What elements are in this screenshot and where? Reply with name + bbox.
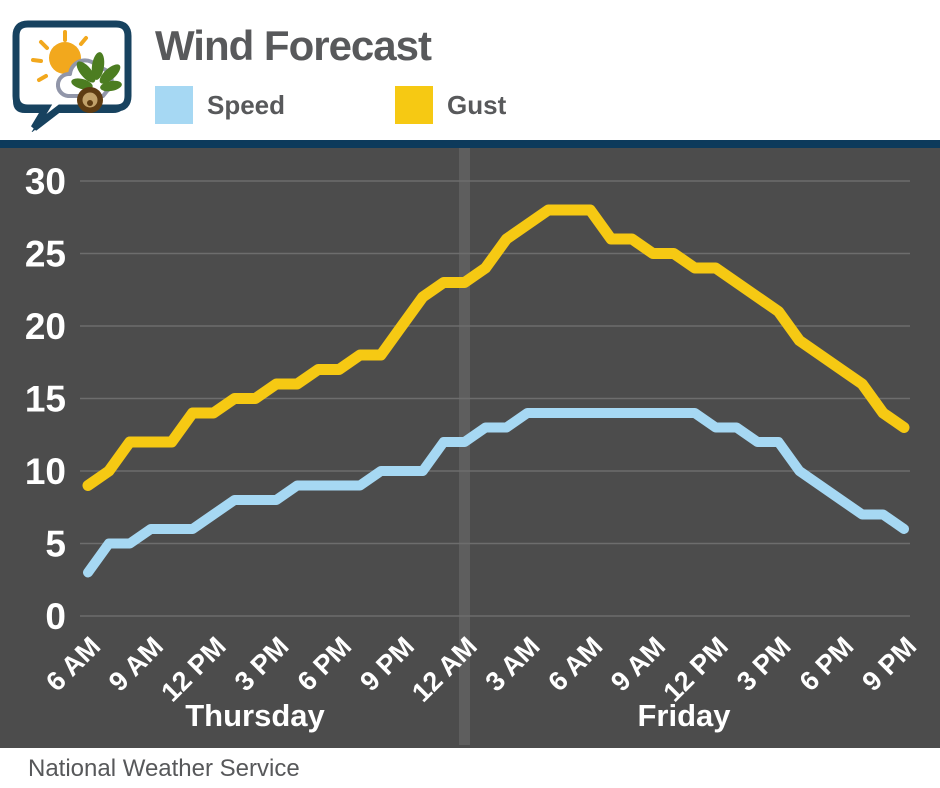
x-tick-label-2: 12 PM — [155, 631, 231, 707]
chart-area: 0 5 10 15 20 25 30 6 AM 9 AM 12 PM 3 PM 6 PM 9 PM 12 … — [0, 148, 940, 748]
day-label-friday: Friday — [637, 698, 731, 733]
x-tick-label-4: 6 PM — [292, 631, 358, 697]
legend: Speed Gust — [155, 85, 506, 125]
source-label: National Weather Service — [28, 755, 300, 782]
x-tick-label-0: 6 AM — [40, 631, 106, 697]
y-tick-label-10: 10 — [25, 451, 66, 492]
x-tick-label-10: 12 PM — [658, 631, 734, 707]
y-tick-label-0: 0 — [45, 596, 66, 637]
y-tick-label-5: 5 — [45, 524, 66, 565]
y-tick-label-20: 20 — [25, 306, 66, 347]
series-line-gust — [82, 204, 910, 491]
nws-logo-graphic — [12, 20, 132, 133]
legend-speed-label: Speed — [207, 89, 286, 120]
y-tick-label-25: 25 — [25, 234, 66, 275]
y-tick-label-15: 15 — [25, 379, 66, 420]
y-tick-label-30: 30 — [25, 161, 66, 202]
x-tick-label-13: 9 PM — [856, 631, 922, 697]
x-tick-label-6: 12 AM — [406, 631, 483, 708]
legend-speed-swatch — [155, 86, 193, 124]
header: Wind Forecast Speed Gust — [0, 0, 940, 140]
header-divider — [0, 140, 940, 148]
x-tick-label-7: 3 AM — [480, 631, 546, 697]
footer: National Weather Service — [0, 748, 940, 788]
leaf-icon — [71, 52, 122, 92]
series-line-speed — [83, 408, 909, 578]
x-tick-label-3: 3 PM — [229, 631, 295, 697]
x-tick-label-8: 6 AM — [542, 631, 608, 697]
legend-gust-swatch — [395, 86, 434, 124]
day-label-thursday: Thursday — [185, 698, 325, 733]
nut-icon — [77, 87, 103, 113]
legend-gust-label: Gust — [447, 89, 507, 120]
x-tick-label-12: 6 PM — [794, 631, 860, 697]
x-tick-label-11: 3 PM — [731, 631, 797, 697]
page-title: Wind Forecast — [155, 22, 432, 69]
nws-logo — [8, 8, 140, 133]
